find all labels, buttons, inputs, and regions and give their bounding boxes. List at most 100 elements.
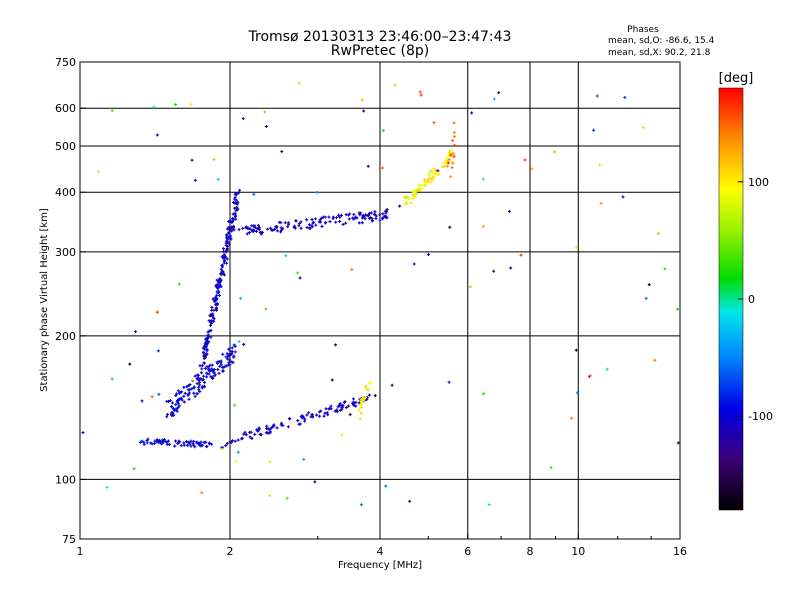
- echo-point: [339, 213, 343, 217]
- echo-point: [449, 153, 453, 157]
- echo-point: [283, 221, 287, 225]
- echo-point: [217, 371, 221, 375]
- echo-point: [348, 413, 352, 417]
- echo-point: [445, 164, 449, 168]
- echo-point: [159, 442, 163, 446]
- echo-point: [338, 408, 342, 412]
- echo-point: [211, 316, 215, 320]
- echo-point: [110, 377, 114, 381]
- echo-point: [351, 401, 355, 405]
- echo-point: [198, 380, 202, 384]
- echo-point: [252, 192, 256, 196]
- echo-point: [213, 373, 217, 377]
- echo-point: [351, 216, 355, 220]
- echo-point: [162, 438, 166, 442]
- echo-point: [313, 480, 317, 484]
- echo-point: [385, 209, 389, 213]
- echo-point: [384, 484, 388, 488]
- echo-point: [327, 215, 331, 219]
- echo-point: [428, 170, 432, 174]
- echo-point: [218, 364, 222, 368]
- echo-point: [97, 170, 101, 174]
- echo-point: [247, 231, 251, 235]
- echo-point: [253, 432, 257, 436]
- echo-point: [188, 442, 192, 446]
- echo-point: [297, 221, 301, 225]
- echo-point: [185, 385, 189, 389]
- echo-point: [269, 426, 273, 430]
- echo-point: [174, 103, 178, 107]
- echo-point: [217, 280, 221, 284]
- echo-point: [196, 373, 200, 377]
- echo-point: [253, 226, 257, 230]
- echo-point: [190, 158, 194, 162]
- echo-point: [225, 364, 229, 368]
- echo-point: [257, 226, 261, 230]
- echo-point: [279, 221, 283, 225]
- x-tick-label: 10: [571, 545, 585, 558]
- echo-point: [193, 178, 197, 182]
- echo-point: [219, 273, 223, 277]
- echo-point: [205, 348, 209, 352]
- echo-point: [419, 188, 423, 192]
- echo-point: [280, 150, 284, 154]
- echo-point: [204, 344, 208, 348]
- echo-point: [225, 357, 229, 361]
- echo-point: [210, 442, 214, 446]
- echo-point: [373, 210, 377, 214]
- echo-point: [212, 157, 216, 161]
- echo-point: [369, 211, 373, 215]
- echo-point: [340, 433, 344, 437]
- echo-point: [412, 262, 416, 266]
- echo-point: [229, 234, 233, 238]
- echo-point: [183, 391, 187, 395]
- echo-point: [323, 221, 327, 225]
- echo-point: [653, 358, 657, 362]
- echo-point: [220, 447, 224, 451]
- echo-point: [323, 215, 327, 219]
- y-tick-label: 500: [55, 140, 76, 153]
- echo-point: [203, 356, 207, 360]
- echo-point: [446, 161, 450, 165]
- echo-point: [390, 383, 394, 387]
- echo-point: [179, 444, 183, 448]
- echo-point: [482, 392, 486, 396]
- echo-point: [140, 399, 144, 403]
- echo-point: [166, 412, 170, 416]
- echo-point: [298, 422, 302, 426]
- echo-point: [348, 212, 352, 216]
- echo-point: [423, 182, 427, 186]
- echo-point: [447, 151, 451, 155]
- echo-point: [140, 439, 144, 443]
- echo-point: [187, 397, 191, 401]
- echo-point: [487, 503, 491, 507]
- echo-point: [206, 333, 210, 337]
- echo-point: [369, 216, 373, 220]
- echo-point: [231, 212, 235, 216]
- echo-point: [279, 226, 283, 230]
- echo-point: [232, 226, 236, 230]
- echo-point: [444, 156, 448, 160]
- echo-point: [359, 398, 363, 402]
- echo-point: [569, 416, 573, 420]
- echo-point: [451, 155, 455, 159]
- echo-point: [451, 151, 455, 155]
- echo-point: [319, 220, 323, 224]
- echo-point: [232, 343, 236, 347]
- echo-point: [519, 253, 523, 257]
- echo-point: [225, 247, 229, 251]
- chart-subtitle: RwPretec (8p): [331, 43, 429, 59]
- echo-point: [287, 222, 291, 226]
- echo-point: [252, 224, 256, 228]
- echo-point: [351, 397, 355, 401]
- echo-point: [320, 224, 324, 228]
- echo-point: [152, 105, 156, 109]
- echo-point: [224, 249, 228, 253]
- echo-point: [236, 207, 240, 211]
- x-tick-label: 2: [227, 545, 234, 558]
- echo-point: [416, 188, 420, 192]
- echo-point: [367, 393, 371, 397]
- echo-point: [299, 220, 303, 224]
- y-tick-label: 400: [55, 186, 76, 199]
- echo-point: [230, 439, 234, 443]
